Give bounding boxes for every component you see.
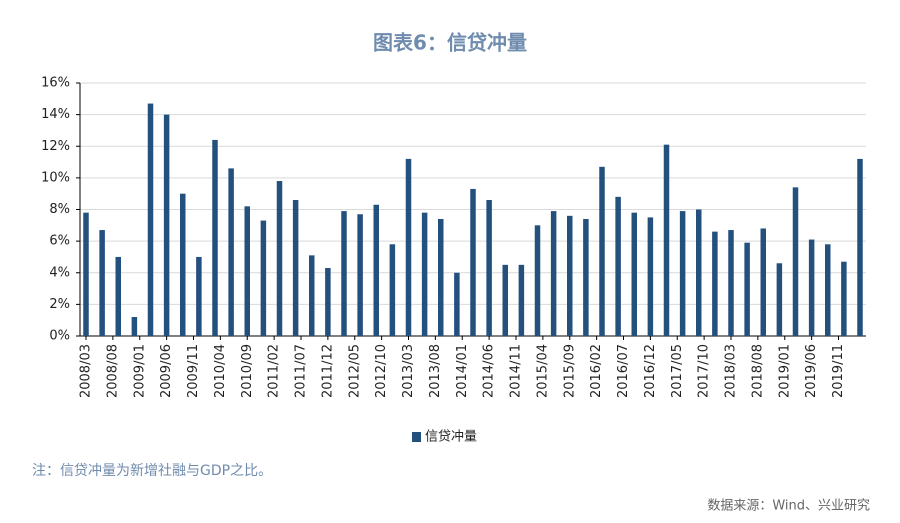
source: 数据来源：Wind、兴业研究 — [707, 499, 870, 514]
x-tick-label: 2011/02 — [267, 344, 282, 398]
bar — [486, 200, 492, 336]
bar — [309, 255, 315, 336]
x-tick-label: 2015/04 — [535, 344, 550, 398]
bar — [115, 256, 121, 336]
bar — [454, 272, 460, 336]
x-tick-label: 2018/03 — [724, 344, 739, 398]
x-tick-label: 2012/10 — [374, 344, 389, 398]
bar — [373, 204, 379, 336]
bar — [147, 103, 154, 337]
bar — [679, 211, 686, 336]
y-tick-label: 12% — [41, 139, 70, 154]
bar — [728, 230, 734, 336]
chart-title: 图表6：信贷冲量 — [373, 31, 527, 55]
bar — [712, 231, 718, 336]
bar — [131, 317, 138, 336]
bar — [647, 217, 654, 336]
bar — [663, 144, 670, 336]
bar — [615, 196, 621, 336]
bar — [438, 218, 444, 336]
x-tick-label: 2013/08 — [428, 344, 443, 398]
y-tick-label: 0% — [49, 329, 70, 344]
x-tick-label: 2009/01 — [132, 344, 147, 398]
bar — [276, 181, 283, 336]
x-tick-label: 2010/04 — [213, 344, 228, 398]
bar — [518, 264, 525, 336]
x-tick-label: 2019/06 — [804, 344, 819, 398]
x-tick-label: 2009/06 — [159, 344, 174, 398]
bar — [760, 228, 766, 336]
bar — [244, 206, 250, 336]
bar — [550, 211, 557, 336]
x-tick-label: 2014/11 — [509, 344, 524, 398]
y-tick-label: 16% — [41, 76, 70, 91]
x-tick-label: 2019/11 — [831, 344, 846, 398]
x-tick-label: 2008/03 — [79, 344, 94, 398]
bar — [163, 114, 170, 336]
x-tick-label: 2015/09 — [562, 344, 577, 398]
bar — [583, 218, 589, 336]
x-tick-label: 2014/06 — [482, 344, 497, 398]
bar — [599, 166, 605, 336]
legend-swatch — [412, 432, 421, 442]
x-tick-label: 2017/05 — [670, 344, 685, 398]
x-tick-label: 2018/08 — [750, 344, 765, 398]
y-tick-label: 10% — [41, 170, 70, 185]
x-tick-label: 2011/12 — [320, 344, 335, 398]
y-tick-label: 14% — [41, 107, 70, 122]
bar — [405, 158, 412, 336]
bar — [470, 188, 476, 336]
bar — [792, 187, 799, 336]
y-tick-label: 8% — [49, 202, 70, 217]
bar — [744, 242, 750, 336]
bar — [228, 168, 234, 336]
x-tick-label: 2016/02 — [589, 344, 604, 398]
x-tick-label: 2012/05 — [347, 344, 362, 398]
x-tick-label: 2016/12 — [643, 344, 658, 398]
x-tick-label: 2014/01 — [455, 344, 470, 398]
x-tick-label: 2013/03 — [401, 344, 416, 398]
bar — [825, 244, 831, 336]
y-tick-label: 2% — [49, 297, 70, 312]
bar — [696, 209, 702, 336]
bar — [421, 212, 428, 336]
x-tick-label: 2017/10 — [697, 344, 712, 398]
bar — [631, 212, 637, 336]
bar — [502, 264, 508, 336]
bar — [389, 244, 396, 336]
x-tick-label: 2010/09 — [240, 344, 255, 398]
bar — [567, 215, 573, 336]
bar — [260, 220, 267, 336]
y-tick-label: 6% — [49, 234, 70, 249]
x-tick-label: 2011/07 — [294, 344, 309, 398]
bar — [808, 239, 815, 336]
bar — [534, 225, 541, 336]
bar — [776, 263, 783, 336]
bar — [857, 158, 863, 336]
bar — [212, 139, 218, 336]
bar — [292, 200, 299, 336]
note: 注：信贷冲量为新增社融与GDP之比。 — [32, 463, 272, 479]
x-tick-label: 2019/01 — [777, 344, 792, 398]
x-tick-label: 2009/11 — [186, 344, 201, 398]
y-tick-label: 4% — [49, 265, 70, 280]
bar — [180, 193, 186, 336]
x-tick-label: 2016/07 — [616, 344, 631, 398]
legend-label: 信贷冲量 — [425, 430, 477, 445]
bar — [841, 261, 847, 336]
bar — [83, 212, 89, 336]
bar — [325, 268, 331, 336]
bar — [99, 230, 105, 336]
x-tick-label: 2008/08 — [105, 344, 120, 398]
bar — [196, 256, 202, 336]
bar — [341, 211, 347, 336]
bar — [357, 214, 363, 336]
